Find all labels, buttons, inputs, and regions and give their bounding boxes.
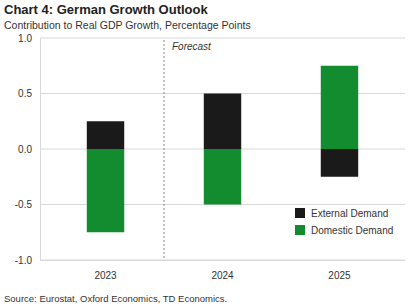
legend: External Demand Domestic Demand <box>295 208 393 236</box>
subtitle: Contribution to Real GDP Growth, Percent… <box>4 19 251 31</box>
annotation: Forecast <box>172 41 212 52</box>
bar <box>321 66 358 149</box>
y-axis-line <box>40 39 41 261</box>
grid-line <box>40 260 405 261</box>
bar <box>321 149 358 177</box>
x-axis: 2023 2024 2025 <box>41 260 406 281</box>
y-tick: 0.5 <box>18 88 40 99</box>
y-axis: -1.0 -0.5 0.0 0.5 1.0 <box>15 33 41 266</box>
bar <box>87 149 124 232</box>
legend-label: Domestic Demand <box>311 225 393 236</box>
legend-swatch <box>295 208 305 218</box>
x-tick-label: 2023 <box>94 270 117 281</box>
y-tick: -1.0 <box>15 255 40 266</box>
y-tick-label: 0.0 <box>18 144 32 155</box>
x-tick: 2023 <box>94 260 117 281</box>
x-tick-label: 2024 <box>211 270 234 281</box>
y-tick-label: -1.0 <box>15 255 33 266</box>
legend-swatch <box>295 225 305 235</box>
bar <box>204 149 241 205</box>
x-tick-label: 2025 <box>328 270 351 281</box>
bar <box>87 121 124 149</box>
y-tick-label: 1.0 <box>18 33 32 44</box>
y-tick: 0.0 <box>18 144 40 155</box>
grid <box>40 38 405 260</box>
source: Source: Eurostat, Oxford Economics, TD E… <box>4 293 227 304</box>
y-tick-label: 0.5 <box>18 88 32 99</box>
x-axis-line <box>41 260 406 261</box>
bar <box>204 94 241 150</box>
title: Chart 4: German Growth Outlook <box>4 2 208 17</box>
grid-line <box>40 38 405 39</box>
legend-label: External Demand <box>311 208 388 219</box>
y-tick: 1.0 <box>18 33 40 44</box>
x-tick: 2025 <box>328 260 351 281</box>
forecast-divider <box>164 40 165 260</box>
y-tick-label: -0.5 <box>15 199 33 210</box>
x-tick: 2024 <box>211 260 234 281</box>
chart: Chart 4: German Growth Outlook Contributi… <box>0 0 413 308</box>
y-tick: -0.5 <box>15 199 40 210</box>
